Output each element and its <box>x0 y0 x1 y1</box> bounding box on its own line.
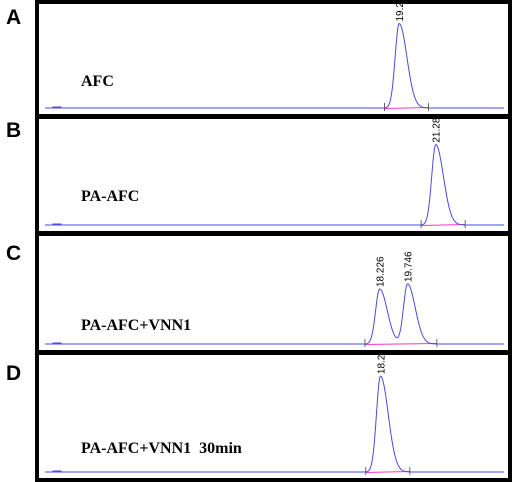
chromatogram-trace <box>45 375 504 473</box>
integration-baseline <box>364 343 437 345</box>
panel-title-b: PA-AFC <box>81 147 140 231</box>
peak-label: 21.283 <box>432 119 443 143</box>
chromatogram-plot-c: 18.226 19.746 <box>45 251 504 347</box>
chromatogram-plot-a: 19.291 <box>45 4 504 111</box>
panel-letter-a: A <box>6 6 22 29</box>
panel-letter-c: C <box>6 242 22 265</box>
chromatogram-trace <box>45 144 504 226</box>
chromatogram-trace <box>45 283 504 345</box>
peak-label: 19.291 <box>395 4 406 22</box>
peak-label: 18.226 <box>376 256 387 287</box>
panel-c: 18.226 19.746 PA-AFC+VNN1 10min <box>35 232 512 354</box>
panel-title-b-line-1: PA-AFC <box>81 188 140 205</box>
panel-title-a: AFC <box>81 32 114 114</box>
chromatogram-plot-d: 18.274 <box>45 355 504 475</box>
panel-title-d: PA-AFC+VNN1 30min <box>81 399 242 478</box>
panel-letter-d: D <box>6 362 22 385</box>
panel-letter-b: B <box>6 119 22 142</box>
integration-baseline <box>421 224 466 226</box>
panel-title-d-line-1: PA-AFC+VNN1 30min <box>81 440 242 457</box>
integration-baseline <box>384 107 429 109</box>
panel-title-c-line-1: PA-AFC+VNN1 <box>81 317 192 334</box>
panel-a: 19.291 AFC <box>35 0 512 118</box>
chromatogram-plot-b: 21.283 <box>45 119 504 228</box>
panel-title-a-line-1: AFC <box>81 73 114 90</box>
chromatogram-trace <box>45 23 504 109</box>
peak-label: 19.746 <box>404 251 415 282</box>
panel-title-c: PA-AFC+VNN1 10min <box>81 276 192 350</box>
panel-d: 18.274 PA-AFC+VNN1 30min <box>35 351 512 482</box>
panel-b: 21.283 PA-AFC <box>35 115 512 235</box>
integration-baseline <box>365 471 410 473</box>
peak-label: 18.274 <box>377 355 388 374</box>
